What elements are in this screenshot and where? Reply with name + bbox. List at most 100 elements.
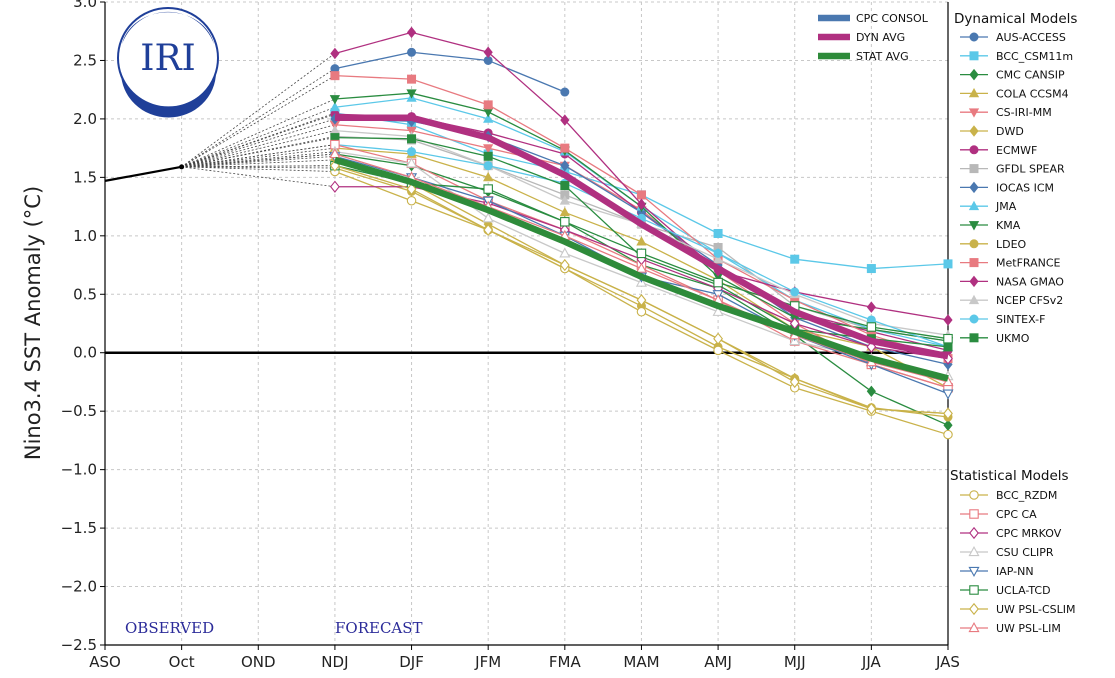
point-ncep-cfsv2 xyxy=(712,253,724,264)
x-tick-label: AMJ xyxy=(704,653,732,671)
legend-label-uw-psl-lim: UW PSL-LIM xyxy=(996,622,1061,635)
point-uw-psl-lim xyxy=(635,262,648,273)
point-aus-access xyxy=(560,87,570,97)
point-uw-psl-cslim xyxy=(636,293,647,307)
y-tick-label: 1.0 xyxy=(73,227,97,245)
connector-cpc-mrkov xyxy=(181,166,335,188)
iri-logo-text: IRI xyxy=(140,38,196,79)
forecast-label: FORECAST xyxy=(335,619,423,637)
legend-marker-gfdl-spear xyxy=(969,164,979,174)
legend-label-bcc-csm11m: BCC_CSM11m xyxy=(996,50,1073,63)
connector-uw-psl-lim xyxy=(181,153,335,168)
connector-uw-psl-cslim xyxy=(181,165,335,168)
point-bcc-rzdm xyxy=(406,195,417,206)
point-ukmo xyxy=(560,181,570,191)
point-bcc-csm11m xyxy=(943,259,953,269)
legend-marker-jma xyxy=(968,200,980,211)
legend-marker-ncep-cfsv2 xyxy=(968,294,980,305)
point-metfrance xyxy=(560,143,570,153)
legend-label-csu-clipr: CSU CLIPR xyxy=(996,546,1054,559)
point-sintex-f xyxy=(713,248,723,258)
point-metfrance xyxy=(407,74,417,84)
point-ucla-tcd xyxy=(636,248,647,259)
legend-label-gfdl-spear: GFDL SPEAR xyxy=(996,163,1065,176)
legend-label-cola-ccsm4: COLA CCSM4 xyxy=(996,87,1069,100)
y-tick-label: 2.5 xyxy=(73,51,97,69)
legend: CPC CONSOL DYN AVG STAT AVG Dynamical Model… xyxy=(818,11,1077,635)
legend-marker-iap-nn xyxy=(968,566,980,577)
point-uw-psl-cslim xyxy=(713,332,723,345)
legend-marker-aus-access xyxy=(969,32,979,42)
legend-label-metfrance: MetFRANCE xyxy=(996,257,1061,270)
observed-point xyxy=(179,164,185,170)
legend-label-ecmwf: ECMWF xyxy=(996,144,1037,157)
y-tick-label: 1.5 xyxy=(73,168,97,186)
x-tick-label: FMA xyxy=(549,653,582,671)
x-tick-label: DJF xyxy=(399,653,424,671)
legend-label-cpc-mrkov: CPC MRKOV xyxy=(996,527,1062,540)
legend-marker-ucla-tcd xyxy=(969,585,979,595)
legend-label-dyn-avg: DYN AVG xyxy=(856,31,905,44)
point-nasa-gmao xyxy=(636,198,647,210)
connector-metfrance xyxy=(181,75,336,168)
point-bcc-csm11m xyxy=(713,228,723,238)
legend-label-ldeo: LDEO xyxy=(996,238,1027,251)
statistical-legend-title: Statistical Models xyxy=(950,468,1069,484)
observed-line xyxy=(104,165,182,182)
connector-bcc-csm11m xyxy=(181,112,336,168)
y-tick-label: 2.0 xyxy=(73,110,97,128)
legend-marker-cmc-cansip xyxy=(969,68,979,81)
point-ukmo xyxy=(483,151,493,161)
point-uw-psl-cslim xyxy=(483,223,494,237)
point-uw-psl-cslim xyxy=(789,375,800,389)
legend-marker-csu-clipr xyxy=(968,546,980,557)
y-tick-label: −1.5 xyxy=(61,519,97,537)
y-tick-label: −2.0 xyxy=(61,578,97,596)
dynamical-legend-title: Dynamical Models xyxy=(954,11,1077,27)
x-tick-label: ASO xyxy=(89,653,121,671)
legend-marker-bcc-csm11m xyxy=(969,51,979,61)
point-uw-psl-cslim xyxy=(943,407,953,420)
point-bcc-rzdm xyxy=(636,307,647,317)
legend-marker-iocas-icm xyxy=(969,181,979,194)
point-metfrance xyxy=(483,100,493,110)
connector-cs-iri-mm xyxy=(181,124,336,168)
legend-marker-kma xyxy=(968,221,980,231)
connector-dwd xyxy=(181,159,335,168)
iri-logo: IRI xyxy=(117,7,219,118)
x-tick-label: JAS xyxy=(935,653,960,671)
legend-label-cmc-cansip: CMC CANSIP xyxy=(996,69,1065,82)
series-aus-access xyxy=(330,47,570,97)
point-nasa-gmao xyxy=(406,26,417,39)
legend-marker-ukmo xyxy=(969,333,979,343)
point-jma xyxy=(329,101,341,112)
line-aus-access xyxy=(334,51,566,93)
point-bcc-rzdm xyxy=(943,429,953,440)
legend-label-uw-psl-cslim: UW PSL-CSLIM xyxy=(996,603,1075,616)
observed-label: OBSERVED xyxy=(125,619,214,637)
connector-ecmwf xyxy=(181,113,336,168)
legend-marker-ldeo xyxy=(969,239,979,249)
y-tick-label: −2.5 xyxy=(61,636,97,654)
legend-label-cpc-consol: CPC CONSOL xyxy=(856,12,929,25)
connector-bcc-rzdm xyxy=(181,166,335,172)
point-ukmo xyxy=(407,134,417,144)
legend-label-iap-nn: IAP-NN xyxy=(996,565,1034,578)
point-csu-clipr xyxy=(482,212,494,223)
legend-label-nasa-gmao: NASA GMAO xyxy=(996,275,1064,288)
legend-marker-dwd xyxy=(969,125,979,137)
point-bcc-rzdm xyxy=(713,345,723,356)
y-tick-label: 0.5 xyxy=(73,285,97,303)
legend-label-cpc-ca: CPC CA xyxy=(996,508,1037,521)
x-tick-label: Oct xyxy=(169,653,195,671)
point-kma xyxy=(329,95,341,105)
legend-marker-cs-iri-mm xyxy=(968,108,980,118)
point-csu-clipr xyxy=(559,247,571,258)
point-uw-psl-lim xyxy=(329,148,341,159)
x-tick-label: OND xyxy=(241,653,276,671)
legend-marker-cpc-mrkov xyxy=(969,526,979,540)
legend-marker-cpc-ca xyxy=(969,509,979,519)
legend-label-cs-iri-mm: CS-IRI-MM xyxy=(996,106,1052,119)
point-nasa-gmao xyxy=(330,47,340,60)
point-bcc-csm11m xyxy=(790,254,800,264)
